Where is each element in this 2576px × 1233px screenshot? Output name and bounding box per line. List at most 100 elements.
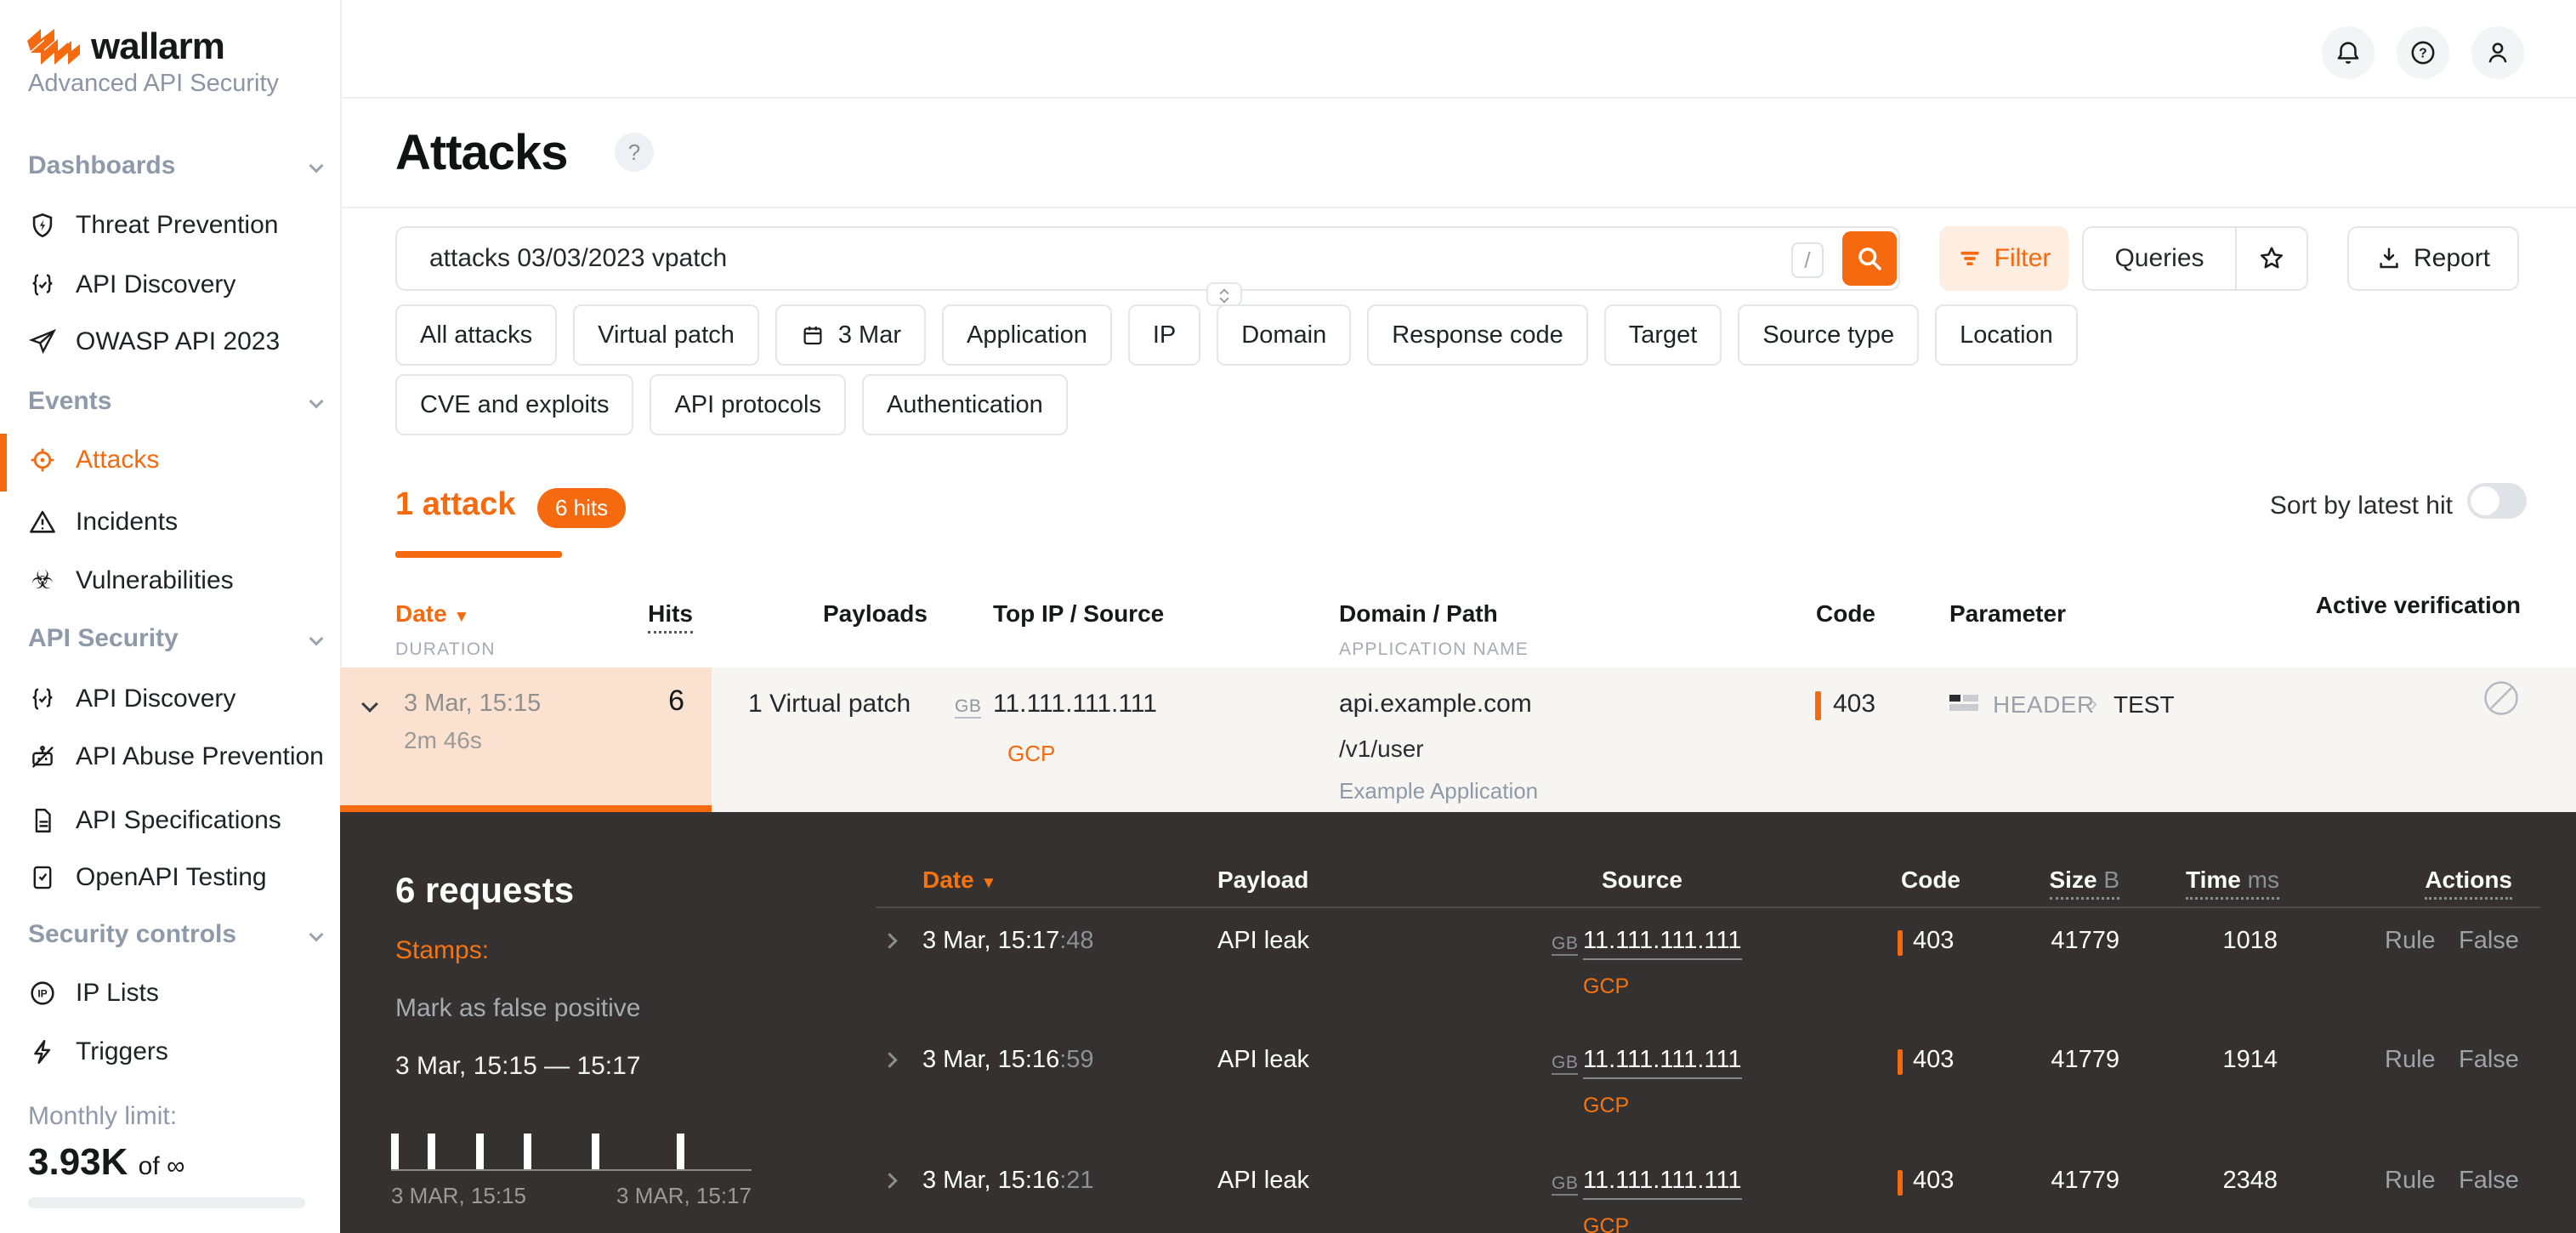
chevron-right-icon[interactable]: [882, 933, 898, 949]
filter-chip-response-code[interactable]: Response code: [733, 304, 1588, 1123]
queries-group: Queries: [2082, 226, 2435, 1047]
rule-action[interactable]: Rule: [2385, 1046, 2436, 1073]
monthly-limit-value: 3.93K of ∞: [28, 1141, 185, 1183]
requests-table-header-divider: [876, 906, 2540, 908]
request-source[interactable]: GCP: [1583, 1094, 1630, 1117]
active-tab-underline: [395, 551, 562, 558]
request-ip[interactable]: 11.111.111.111: [1583, 927, 1742, 960]
attack-source[interactable]: GCP: [1007, 741, 1056, 766]
sidebar-item-attacks[interactable]: Attacks: [28, 440, 159, 480]
chevron-down-icon[interactable]: [361, 696, 378, 713]
sidebar-item-threat-prevention[interactable]: Threat Prevention: [28, 205, 278, 246]
request-ip[interactable]: 11.111.111.111: [1583, 1167, 1742, 1200]
sidebar-section-dashboards[interactable]: Dashboards: [28, 151, 324, 180]
brand[interactable]: wallarm: [27, 26, 225, 68]
request-source[interactable]: GCP: [1583, 974, 1630, 998]
filter-chip-api-protocols[interactable]: API protocols: [650, 374, 846, 1193]
filter-button[interactable]: Filter: [1939, 226, 2068, 291]
sort-toggle[interactable]: [2467, 483, 2527, 519]
bell-icon: [2337, 42, 2359, 64]
chevron-right-icon[interactable]: [882, 1173, 898, 1189]
req-column-actions[interactable]: Actions: [2385, 867, 2512, 900]
sidebar-item-triggers[interactable]: Triggers: [28, 1031, 168, 1072]
attack-duration: 2m 46s: [404, 727, 482, 753]
calendar-icon: [803, 327, 822, 345]
request-ip[interactable]: 11.111.111.111: [1583, 1046, 1742, 1079]
notifications-button[interactable]: [2322, 26, 2375, 79]
column-date[interactable]: Date ▼: [395, 600, 470, 627]
sidebar-section-events[interactable]: Events: [28, 387, 324, 416]
no-verification-icon[interactable]: [2482, 679, 2520, 717]
filter-chip-date[interactable]: 3 Mar: [733, 304, 926, 1123]
mark-false-positive-link[interactable]: Mark as false positive: [395, 994, 641, 1022]
stamps-label[interactable]: Stamps:: [395, 936, 490, 964]
request-size: 41779: [2051, 1046, 2119, 1073]
book-check-icon: [33, 866, 52, 889]
histogram-bar: [391, 1134, 399, 1169]
sidebar-item-api-discovery[interactable]: API Discovery: [28, 264, 235, 305]
rule-action[interactable]: Rule: [2385, 927, 2436, 954]
shield-bolt-icon: [32, 213, 53, 238]
page-help-icon[interactable]: ?: [615, 133, 654, 172]
column-hits[interactable]: Hits: [557, 600, 693, 634]
false-positive-action[interactable]: False: [2459, 1167, 2519, 1194]
attack-date-cell[interactable]: 3 Mar, 15:15 2m 46s 6: [340, 668, 712, 812]
req-column-date[interactable]: Date ▼: [922, 867, 997, 893]
request-source[interactable]: GCP: [1583, 1214, 1630, 1233]
attack-count-tab[interactable]: 1 attack: [395, 486, 516, 522]
req-column-size[interactable]: Size B: [1992, 867, 2119, 900]
histogram-bar: [475, 1134, 484, 1169]
account-button[interactable]: [2471, 26, 2524, 79]
queries-button[interactable]: Queries: [2084, 228, 2435, 1047]
search-input[interactable]: [429, 244, 1739, 273]
sidebar-item-vulnerabilities[interactable]: ☣ Vulnerabilities: [28, 560, 234, 601]
search-resize-handle[interactable]: [1206, 282, 1242, 306]
chevron-right-icon[interactable]: [882, 1052, 898, 1068]
histogram-bar: [591, 1134, 599, 1169]
filter-chip-ip[interactable]: IP: [733, 304, 1201, 1123]
filter-chip-application[interactable]: Application: [733, 304, 1112, 1123]
req-column-time[interactable]: Time ms: [2134, 867, 2279, 900]
sidebar-item-api-abuse-prevention[interactable]: API Abuse Prevention: [28, 736, 324, 777]
help-button[interactable]: ?: [2397, 26, 2449, 79]
sidebar-item-api-discovery-2[interactable]: API Discovery: [28, 679, 235, 719]
code-severity-bar: [1898, 1049, 1903, 1075]
filter-chip-cve[interactable]: CVE and exploits: [395, 374, 746, 1193]
attack-hits: 6: [668, 685, 684, 717]
favorite-query-button[interactable]: [2235, 228, 2306, 289]
attack-row[interactable]: 3 Mar, 15:15 2m 46s 6 1 Virtual patch GB…: [340, 668, 2576, 812]
filter-chip-all-attacks[interactable]: All attacks: [395, 304, 746, 1123]
sidebar-item-ip-lists[interactable]: IP IP Lists: [28, 973, 159, 1014]
slash-shortcut-hint: /: [1791, 242, 1824, 278]
false-positive-action[interactable]: False: [2459, 927, 2519, 954]
filter-chip-domain[interactable]: Domain: [733, 304, 1352, 1123]
sidebar-section-api-security[interactable]: API Security: [28, 624, 324, 653]
request-row[interactable]: 3 Mar, 15:17:48 API leak GB 11.111.111.1…: [340, 927, 2576, 1046]
req-column-source: Source: [1602, 867, 1682, 893]
braces-check-icon: [32, 274, 53, 296]
sidebar-section-security-controls[interactable]: Security controls: [28, 920, 324, 949]
rule-action[interactable]: Rule: [2385, 1167, 2436, 1194]
wallarm-logo-icon: [27, 29, 80, 65]
sidebar-item-owasp-api-2023[interactable]: OWASP API 2023: [28, 321, 280, 362]
monthly-limit-progress: [28, 1197, 305, 1208]
false-positive-action[interactable]: False: [2459, 1046, 2519, 1073]
report-button[interactable]: Report: [2347, 226, 2519, 291]
filter-chip-authentication[interactable]: Authentication: [733, 374, 1068, 1193]
header-divider: [342, 207, 2576, 208]
sidebar-item-openapi-testing[interactable]: OpenAPI Testing: [28, 857, 267, 898]
sidebar-item-incidents[interactable]: Incidents: [28, 502, 178, 543]
filter-chip-location[interactable]: Location: [733, 304, 2078, 1123]
filter-chip-target[interactable]: Target: [733, 304, 1722, 1123]
filter-chip-virtual-patch[interactable]: Virtual patch: [573, 304, 759, 1123]
attack-ip[interactable]: 11.111.111.111: [993, 690, 1157, 718]
sidebar-item-api-specifications[interactable]: API Specifications: [28, 800, 281, 841]
histogram-end-label: 3 MAR, 15:17: [616, 1183, 752, 1208]
request-row[interactable]: 3 Mar, 15:16:59 API leak GB 11.111.111.1…: [340, 1046, 2576, 1165]
search-icon: [1858, 247, 1881, 270]
filter-chip-source-type[interactable]: Source type: [733, 304, 1920, 1123]
req-column-payload: Payload: [1217, 867, 1309, 893]
search-button[interactable]: [1842, 231, 1897, 286]
request-row[interactable]: 3 Mar, 15:16:21 API leak GB 11.111.111.1…: [340, 1167, 2576, 1233]
